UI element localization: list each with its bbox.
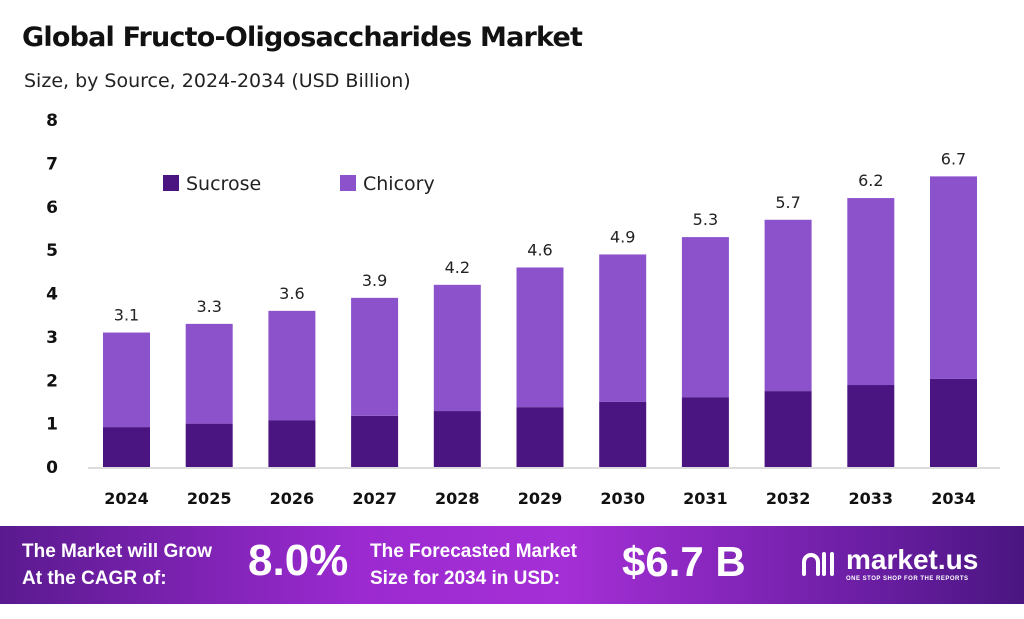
bar-chicory [433,284,481,412]
x-tick-label: 2034 [931,489,976,508]
x-tick-label: 2026 [270,489,315,508]
summary-banner: The Market will Grow At the CAGR of: 8.0%… [0,526,1024,604]
logo-icon [802,552,834,576]
cagr-label-line2: At the CAGR of: [22,568,167,589]
bar-chicory [516,267,564,408]
chart-subtitle: Size, by Source, 2024-2034 (USD Billion) [24,70,411,92]
cagr-label: The Market will Grow At the CAGR of: [22,538,212,592]
total-label: 4.2 [445,258,470,277]
x-tick-label: 2025 [187,489,232,508]
bar-sucrose [185,423,233,467]
x-tick-label: 2031 [683,489,728,508]
size-value: $6.7 B [622,538,746,585]
y-tick-label: 6 [46,198,58,218]
bar-chicory [847,198,895,386]
bar-chicory [351,297,399,416]
bar-sucrose [103,427,150,467]
bar-sucrose [516,407,564,467]
y-tick-label: 7 [46,154,58,174]
total-label: 4.6 [527,240,552,259]
y-tick-label: 5 [46,241,58,261]
bar-chicory [268,310,316,421]
bar-sucrose [681,397,729,467]
total-label: 5.3 [693,210,718,229]
bar-chart: 0 1 2 3 4 5 6 7 8 3.1 2024 3.3 2025 3.6 2026 3.9 2027 4.2… [46,111,1000,508]
y-tick-label: 0 [46,458,58,478]
logo-name: market.us [846,544,979,575]
bar-sucrose [268,420,316,467]
y-tick-label: 8 [46,111,58,131]
total-label: 6.2 [858,171,883,190]
y-tick-label: 1 [46,415,58,435]
bar-chicory [185,323,233,424]
x-tick-label: 2033 [849,489,894,508]
total-label: 4.9 [610,227,635,246]
total-label: 5.7 [775,193,800,212]
logo-tagline: ONE STOP SHOP FOR THE REPORTS [846,576,969,582]
size-label: The Forecasted Market Size for 2034 in US… [370,538,577,592]
bar-chicory [599,254,647,402]
bar-sucrose [930,378,977,467]
market-us-logo: market.us ONE STOP SHOP FOR THE REPORTS [800,544,978,582]
legend-swatch-sucrose [163,175,179,191]
x-tick-label: 2024 [104,489,149,508]
bar-chicory [103,332,150,428]
x-tick-label: 2032 [766,489,811,508]
bar-sucrose [764,391,812,467]
legend-label: Sucrose [186,173,261,195]
legend-label: Chicory [363,173,435,195]
x-tick-label: 2028 [435,489,480,508]
size-label-line2: Size for 2034 in USD: [370,568,561,589]
total-label: 6.7 [941,149,966,168]
y-tick-label: 4 [46,285,58,305]
size-label-line1: The Forecasted Market [370,541,577,562]
y-tick-label: 2 [46,371,58,391]
total-label: 3.9 [362,271,387,290]
y-tick-label: 3 [46,328,58,348]
total-label: 3.6 [279,284,304,303]
legend-swatch-chicory [340,175,356,191]
bar-sucrose [847,385,895,467]
x-tick-label: 2030 [600,489,645,508]
bar-chicory [681,237,729,398]
bar-sucrose [599,401,647,467]
cagr-label-line1: The Market will Grow [22,541,213,562]
total-label: 3.3 [196,297,221,316]
chart-title: Global Fructo-Oligosaccharides Market [22,22,583,53]
bar-sucrose [433,411,481,467]
bar-sucrose [351,415,399,467]
cagr-value: 8.0% [248,536,349,585]
total-label: 3.1 [114,306,139,325]
bar-chicory [930,176,977,379]
x-tick-label: 2029 [518,489,563,508]
x-tick-label: 2027 [352,489,397,508]
bar-chicory [764,219,812,392]
